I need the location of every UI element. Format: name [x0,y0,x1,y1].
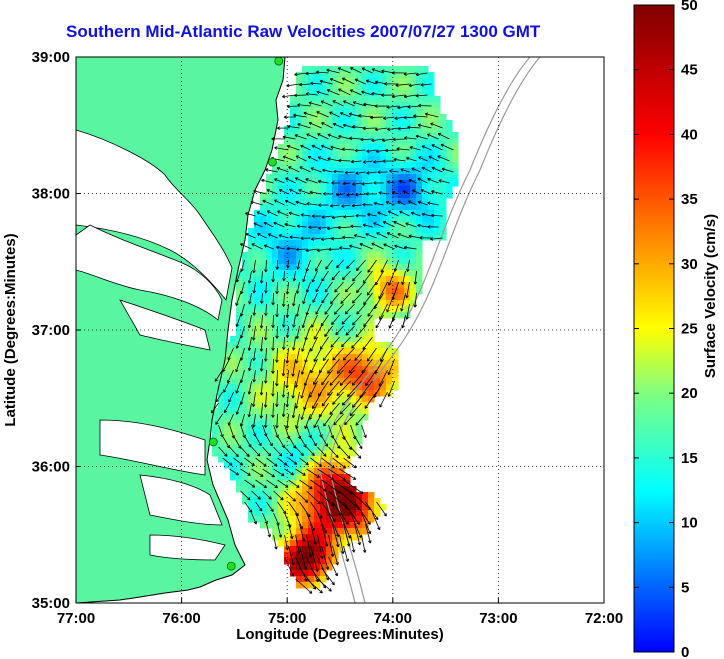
colorbar-tick-label: 40 [681,126,698,143]
grid-lines [76,57,604,603]
station-marker [274,57,284,66]
x-tick-label: 75:00 [268,610,306,627]
x-axis-label: Longitude (Degrees:Minutes) [236,626,444,643]
y-axis-ticks: 39:00 38:00 37:00 36:00 35:00 [32,49,81,612]
colorbar-tick-label: 5 [681,579,689,596]
colorbar-label: Surface Velocity (cm/s) [702,214,719,378]
colorbar-tick-label: 50 [681,0,698,14]
colorbar [633,4,675,653]
colorbar-tick-label: 0 [681,644,689,659]
colorbar-tick-label: 30 [681,256,698,273]
y-tick-label: 36:00 [32,459,70,476]
inland-water [99,419,206,476]
colorbar-tick-label: 25 [681,321,698,338]
x-tick-label: 76:00 [162,610,200,627]
y-tick-label: 38:00 [32,186,70,203]
plot-title: Southern Mid-Atlantic Raw Velocities 200… [66,22,541,41]
station-marker [268,157,277,167]
colorbar-tick-label: 35 [681,191,698,208]
inland-water [139,474,223,526]
station-marker [226,561,236,571]
y-tick-label: 37:00 [32,322,70,339]
inland-water [76,129,233,301]
inland-water [149,534,226,561]
x-tick-label: 72:00 [585,610,623,627]
x-tick-label: 74:00 [374,610,412,627]
colorbar-tick-label: 15 [681,450,698,467]
colorbar-tick-label: 45 [681,62,698,79]
inland-water [119,299,211,351]
colorbar-tick-label: 10 [681,515,698,532]
x-tick-label: 77:00 [57,610,95,627]
station-marker [208,437,218,447]
inland-water [76,224,223,321]
velocity-arrows [210,67,454,594]
x-axis-ticks: 77:00 76:00 75:00 74:00 73:00 72:00 [57,598,623,627]
y-tick-label: 39:00 [32,49,70,66]
y-tick-label: 35:00 [32,595,70,612]
x-tick-label: 73:00 [479,610,517,627]
y-axis-label: Latitude (Degrees:Minutes) [2,233,19,426]
colorbar-tick-label: 20 [681,385,698,402]
